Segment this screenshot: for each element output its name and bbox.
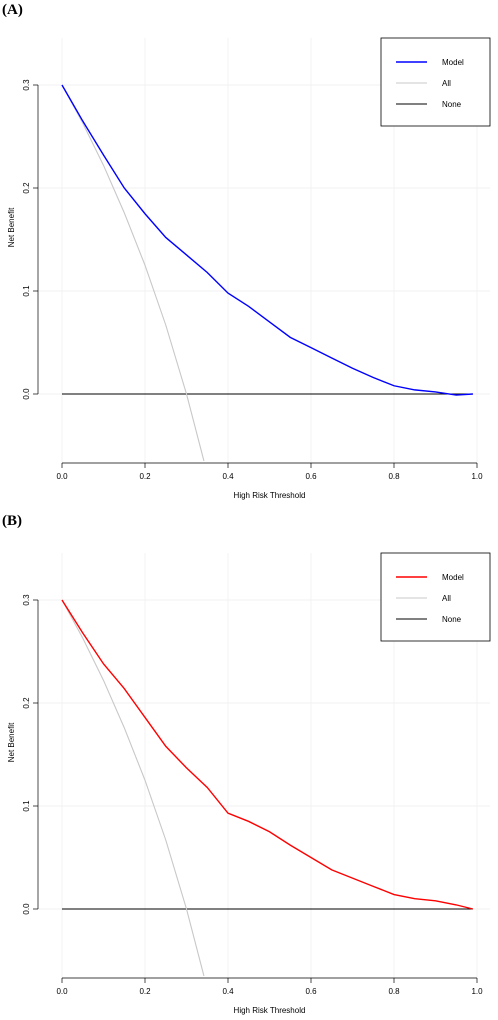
legend: Model All None xyxy=(380,552,491,642)
y-tick-label: 0.1 xyxy=(22,285,31,297)
legend-label-none: None xyxy=(442,100,462,109)
y-tick-label: 0.2 xyxy=(22,182,31,194)
x-tick-label: 0.8 xyxy=(388,472,400,481)
y-tick-label: 0.1 xyxy=(22,800,31,812)
x-axis-label: High Risk Threshold xyxy=(234,491,306,500)
x-tick-label: 0.0 xyxy=(56,472,68,481)
panel-b-label: (B) xyxy=(2,513,22,529)
y-axis-label: Net Benefit xyxy=(7,207,16,247)
x-tick-label: 0.4 xyxy=(222,987,234,996)
legend-label-model: Model xyxy=(442,573,464,582)
series-line-model xyxy=(61,599,474,910)
y-tick-label: 0.3 xyxy=(22,594,31,606)
x-tick-label: 0.2 xyxy=(139,987,151,996)
panel-a-label: (A) xyxy=(2,2,23,18)
y-tick-label: 0.3 xyxy=(22,79,31,91)
x-axis-label: High Risk Threshold xyxy=(234,1006,306,1015)
legend-label-all: All xyxy=(442,594,451,603)
x-axis: 0.0 0.2 0.4 0.6 0.8 1.0 High Risk Threshold xyxy=(56,977,483,1015)
x-tick-label: 0.6 xyxy=(305,472,317,481)
y-tick-label: 0.0 xyxy=(22,388,31,400)
x-tick-label: 1.0 xyxy=(471,472,483,481)
y-axis: 0.0 0.1 0.2 0.3 Net Benefit xyxy=(7,594,39,915)
x-tick-label: 0.8 xyxy=(388,987,400,996)
legend-label-all: All xyxy=(442,79,451,88)
x-tick-label: 1.0 xyxy=(471,987,483,996)
y-axis-label: Net Benefit xyxy=(7,722,16,762)
y-tick-label: 0.0 xyxy=(22,903,31,915)
x-tick-label: 0.4 xyxy=(222,472,234,481)
x-tick-label: 0.2 xyxy=(139,472,151,481)
x-tick-label: 0.6 xyxy=(305,987,317,996)
legend-label-model: Model xyxy=(442,58,464,67)
legend-box xyxy=(380,37,491,127)
x-axis: 0.0 0.2 0.4 0.6 0.8 1.0 High Risk Threshold xyxy=(56,462,483,500)
series-line-all xyxy=(61,84,205,462)
legend: Model All None xyxy=(380,37,491,127)
series-line-all xyxy=(61,599,205,977)
y-axis: 0.0 0.1 0.2 0.3 Net Benefit xyxy=(7,79,39,400)
y-tick-label: 0.2 xyxy=(22,697,31,709)
x-tick-label: 0.0 xyxy=(56,987,68,996)
legend-box xyxy=(380,552,491,642)
series-line-model xyxy=(61,84,473,396)
legend-label-none: None xyxy=(442,615,462,624)
